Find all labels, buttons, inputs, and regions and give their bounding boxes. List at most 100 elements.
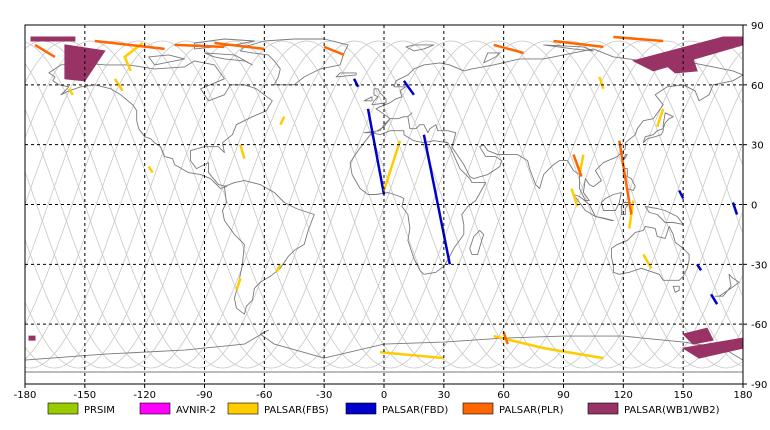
wide-beam-area <box>30 36 76 42</box>
swath-segment <box>570 188 579 207</box>
swath-segment <box>613 35 664 43</box>
legend-label: PRSIM <box>84 405 115 416</box>
y-tick-label: -60 <box>751 320 767 331</box>
swath-segment <box>502 331 509 345</box>
orbit-track <box>24 40 743 369</box>
legend-swatch <box>227 402 259 415</box>
y-tick-label: 90 <box>751 21 764 32</box>
coastline <box>620 202 630 215</box>
coastline <box>483 52 501 64</box>
legend: PRSIM AVNIR-2 PALSAR(FBS) PALSAR(FBD) PALSAR… <box>47 402 720 416</box>
legend-swatch <box>345 402 377 415</box>
swath-segment <box>67 88 74 96</box>
y-tick-label: 30 <box>751 141 764 152</box>
legend-swatch <box>139 402 171 415</box>
x-tick-label: -120 <box>133 390 156 401</box>
coastline <box>622 154 628 162</box>
coastline <box>543 44 594 52</box>
y-tick-label: 0 <box>751 201 757 212</box>
swath-segment <box>382 140 402 191</box>
y-tick-label: -90 <box>751 380 767 391</box>
swath-segment <box>275 263 282 273</box>
legend-label: PALSAR(WB1/WB2) <box>624 405 720 416</box>
coastline <box>335 72 357 78</box>
coastline <box>644 206 684 225</box>
legend-label: PALSAR(FBD) <box>382 405 448 416</box>
latitude-axis: 90 60 30 0 -30 -60 -90 <box>743 21 767 391</box>
swath-segment <box>696 263 703 271</box>
coastline <box>672 285 680 293</box>
wide-beam-area <box>682 327 714 345</box>
swath-segment <box>553 39 604 49</box>
orbit-track <box>24 40 743 369</box>
swath-segment <box>94 39 165 51</box>
x-tick-label: -90 <box>196 390 212 401</box>
swath-segment <box>493 334 604 360</box>
coastline <box>363 96 373 102</box>
swath-segment <box>113 78 124 92</box>
legend-swatch <box>47 402 79 415</box>
x-tick-label: -180 <box>14 390 37 401</box>
longitude-axis: -180 -150 -120 -90 -60 -30 0 30 60 90 120 150 180 <box>14 384 753 401</box>
legend-label: AVNIR-2 <box>176 405 216 416</box>
coastline <box>600 192 622 211</box>
legend-swatch <box>587 402 619 415</box>
swath-segment <box>323 45 345 57</box>
x-tick-label: 90 <box>557 390 570 401</box>
acquisition-swaths <box>28 35 744 360</box>
swath-segment <box>235 277 242 291</box>
coastline <box>222 180 315 315</box>
coastline <box>204 52 253 66</box>
y-tick-label: -30 <box>751 260 767 271</box>
swath-segment <box>493 43 524 55</box>
swath-segment <box>656 108 665 128</box>
swath-segment <box>147 165 154 174</box>
coastline <box>371 88 387 106</box>
legend-swatch <box>462 402 494 415</box>
orbit-track <box>24 40 743 369</box>
x-tick-label: 30 <box>437 390 450 401</box>
orbit-track <box>24 40 743 369</box>
x-tick-label: -30 <box>316 390 332 401</box>
swath-segment <box>352 78 360 88</box>
legend-label: PALSAR(FBS) <box>264 405 329 416</box>
swath-segment <box>678 189 685 200</box>
x-tick-label: 60 <box>497 390 510 401</box>
coastline <box>363 48 744 201</box>
coastline <box>469 229 485 255</box>
swath-segment <box>34 43 56 58</box>
wide-beam-area <box>28 335 36 341</box>
coastline <box>594 216 614 221</box>
swath-segment <box>214 41 265 51</box>
coastline <box>714 273 740 297</box>
coastline <box>239 38 349 86</box>
swath-segment <box>642 253 653 269</box>
coastline <box>642 112 674 144</box>
coastline <box>349 130 487 275</box>
swath-segment <box>710 293 719 305</box>
y-tick-label: 60 <box>751 81 764 92</box>
swath-segment <box>123 42 144 72</box>
wide-beam-area <box>662 58 698 74</box>
swath-segment <box>279 116 286 126</box>
swath-segment <box>618 140 633 215</box>
x-tick-label: 180 <box>733 390 752 401</box>
x-tick-label: -60 <box>256 390 272 401</box>
swath-segment <box>174 43 225 49</box>
x-tick-label: 0 <box>381 390 387 401</box>
swath-segment <box>572 154 583 178</box>
x-tick-label: -150 <box>73 390 96 401</box>
x-tick-label: 120 <box>614 390 633 401</box>
legend-label: PALSAR(PLR) <box>499 405 564 416</box>
coastlines <box>24 38 744 373</box>
swath-segment <box>366 108 386 195</box>
coastline <box>610 225 690 281</box>
swath-segment <box>422 134 452 265</box>
swath-segment <box>379 350 444 360</box>
swath-segment <box>239 144 246 159</box>
swath-segment <box>402 80 415 96</box>
swath-segment <box>598 76 605 90</box>
coastline <box>405 44 435 52</box>
coastline <box>148 54 186 66</box>
